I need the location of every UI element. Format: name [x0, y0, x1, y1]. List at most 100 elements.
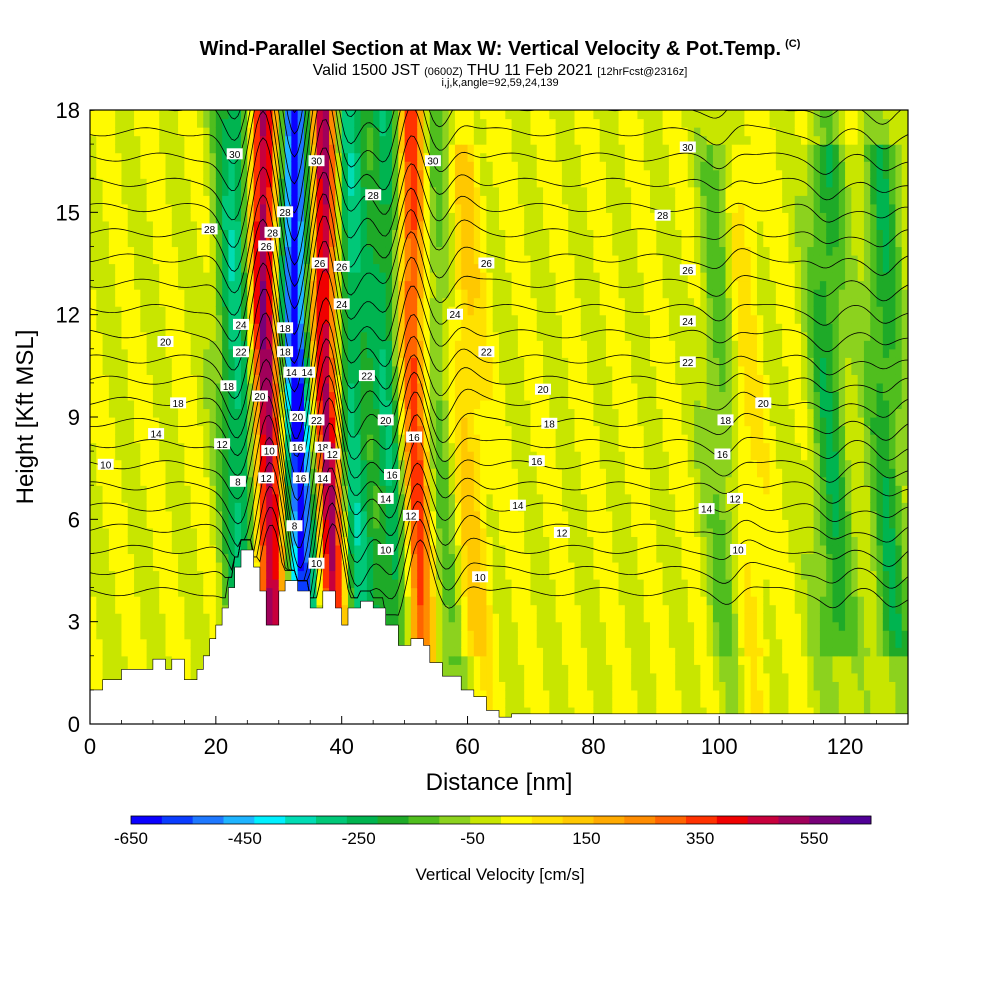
velocity-cell [146, 220, 154, 230]
velocity-cell [228, 272, 236, 282]
velocity-cell [492, 357, 500, 367]
velocity-cell [228, 493, 236, 503]
velocity-cell [385, 237, 393, 248]
velocity-cell [517, 203, 525, 213]
velocity-cell [436, 502, 443, 512]
velocity-cell [461, 203, 469, 213]
velocity-cell [215, 314, 223, 324]
velocity-cell [461, 596, 469, 606]
velocity-cell [442, 391, 450, 401]
velocity-cell [285, 263, 292, 273]
velocity-cell [417, 604, 425, 614]
velocity-cell [398, 502, 406, 512]
velocity-cell [404, 579, 412, 589]
velocity-cell [480, 186, 488, 196]
velocity-cell [108, 306, 116, 316]
velocity-cell [115, 672, 123, 682]
velocity-cell [152, 459, 160, 469]
velocity-cell [423, 144, 431, 154]
velocity-cell [480, 519, 488, 529]
velocity-cell [429, 544, 437, 555]
velocity-cell [322, 306, 330, 316]
velocity-cell [480, 306, 488, 316]
velocity-cell [152, 110, 160, 120]
velocity-cell [347, 297, 355, 307]
velocity-cell [228, 110, 236, 120]
velocity-cell [385, 186, 393, 196]
velocity-cell [190, 425, 198, 435]
velocity-cell [511, 280, 519, 290]
velocity-cell [228, 365, 236, 375]
velocity-cell [209, 570, 217, 580]
velocity-cell [316, 212, 324, 222]
velocity-cell [473, 323, 481, 333]
velocity-cell [467, 544, 475, 555]
velocity-cell [102, 536, 110, 546]
velocity-cell [423, 459, 431, 469]
velocity-cell [259, 485, 267, 495]
velocity-cell [499, 596, 506, 606]
velocity-cell [505, 340, 513, 350]
velocity-cell [379, 169, 387, 179]
velocity-cell [366, 510, 374, 520]
velocity-cell [285, 254, 292, 265]
velocity-cell [517, 152, 525, 162]
velocity-cell [159, 272, 167, 282]
velocity-cell [196, 144, 204, 154]
velocity-cell [347, 289, 355, 299]
velocity-cell [511, 579, 519, 589]
velocity-cell [385, 510, 393, 520]
velocity-cell [115, 306, 123, 316]
velocity-cell [517, 536, 525, 546]
velocity-cell [96, 408, 104, 418]
velocity-cell [335, 519, 343, 529]
velocity-cell [140, 408, 148, 418]
velocity-cell [165, 613, 173, 623]
velocity-cell [473, 579, 481, 589]
velocity-cell [115, 331, 123, 341]
velocity-cell [341, 365, 349, 375]
velocity-cell [209, 374, 217, 384]
velocity-cell [511, 408, 519, 418]
velocity-cell [354, 493, 362, 503]
velocity-cell [108, 621, 116, 631]
velocity-cell [121, 272, 129, 282]
velocity-cell [505, 613, 513, 623]
velocity-cell [171, 152, 179, 162]
velocity-cell [285, 417, 292, 427]
velocity-cell [486, 272, 494, 282]
velocity-cell [316, 434, 324, 444]
velocity-cell [442, 399, 450, 410]
velocity-cell [480, 280, 488, 290]
velocity-cell [115, 579, 123, 589]
velocity-cell [253, 263, 261, 273]
velocity-cell [253, 382, 261, 393]
velocity-cell [134, 314, 141, 324]
velocity-cell [392, 596, 399, 606]
velocity-cell [511, 229, 519, 239]
velocity-cell [473, 306, 481, 316]
velocity-cell [140, 280, 148, 290]
velocity-cell [152, 382, 160, 393]
velocity-cell [108, 647, 116, 657]
velocity-cell [410, 519, 418, 529]
velocity-cell [291, 451, 299, 461]
velocity-cell [215, 212, 223, 222]
velocity-cell [473, 203, 481, 213]
velocity-cell [492, 672, 500, 682]
velocity-cell [190, 348, 198, 358]
velocity-cell [505, 689, 513, 700]
velocity-cell [259, 178, 267, 188]
velocity-cell [473, 587, 481, 597]
velocity-cell [442, 502, 450, 512]
velocity-cell [379, 203, 387, 213]
velocity-cell [152, 502, 160, 512]
velocity-cell [222, 510, 230, 520]
velocity-cell [341, 459, 349, 469]
velocity-cell [511, 485, 519, 495]
velocity-cell [410, 110, 418, 120]
velocity-cell [146, 348, 154, 358]
velocity-cell [140, 630, 148, 640]
velocity-cell [454, 561, 462, 572]
velocity-cell [429, 323, 437, 333]
